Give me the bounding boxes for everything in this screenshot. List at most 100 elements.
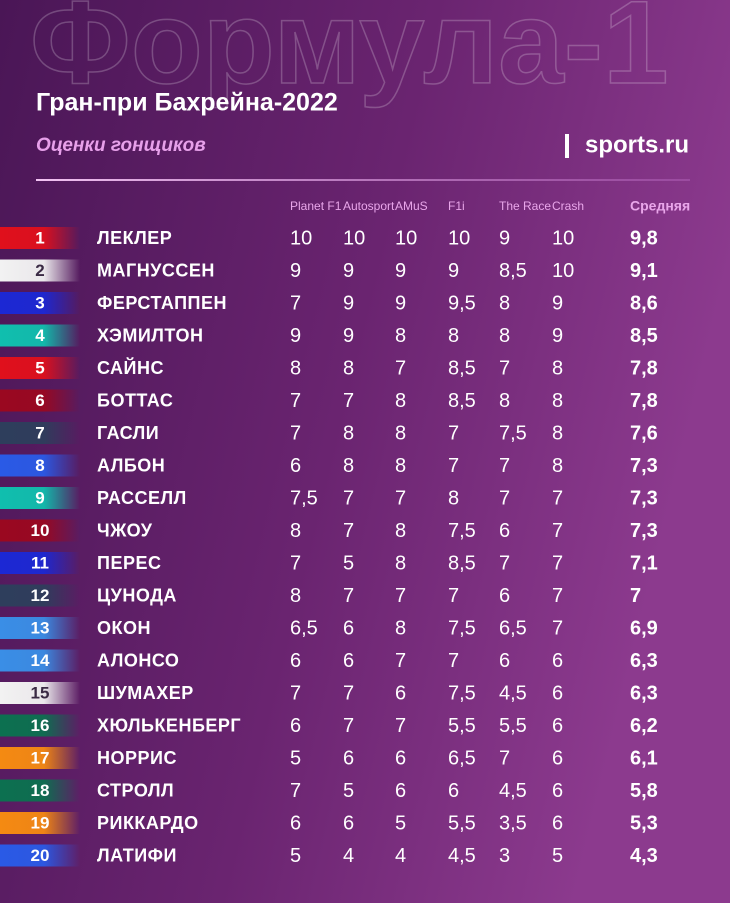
score: 5,5 xyxy=(499,715,527,737)
score: 6 xyxy=(499,520,510,542)
score: 6 xyxy=(499,650,510,672)
team-bar xyxy=(0,519,80,542)
score: 6 xyxy=(290,812,301,834)
rank: 3 xyxy=(35,293,44,312)
score: 5 xyxy=(552,845,563,867)
score: 7 xyxy=(499,487,510,509)
score: 9 xyxy=(290,325,301,347)
score: 7 xyxy=(290,780,301,802)
score: 7,5 xyxy=(448,520,476,542)
score: 8 xyxy=(552,422,563,444)
average-score: 7,6 xyxy=(630,422,658,444)
driver-name: АЛОНСО xyxy=(97,650,179,670)
team-bar xyxy=(0,454,80,477)
team-bar xyxy=(0,227,80,249)
rank: 11 xyxy=(31,553,49,572)
score: 9 xyxy=(290,260,301,282)
score: 5 xyxy=(290,845,301,867)
driver-name: ГАСЛИ xyxy=(97,423,159,443)
average-score: 5,3 xyxy=(630,812,658,834)
score: 6 xyxy=(395,682,406,704)
score: 8 xyxy=(290,357,301,379)
score: 3,5 xyxy=(499,812,527,834)
driver-name: САЙНС xyxy=(97,357,164,378)
score: 8 xyxy=(395,325,406,347)
team-bar xyxy=(0,812,80,834)
score: 8 xyxy=(552,390,563,412)
rank: 6 xyxy=(35,391,44,410)
score: 6,5 xyxy=(448,747,476,769)
score: 9 xyxy=(395,260,406,282)
rank: 9 xyxy=(35,488,44,507)
score: 5 xyxy=(343,552,354,574)
score: 7 xyxy=(343,390,354,412)
score: 6 xyxy=(290,455,301,477)
score: 7 xyxy=(499,357,510,379)
score: 9 xyxy=(552,325,563,347)
driver-name: ШУМАХЕР xyxy=(97,683,194,703)
average-score: 8,5 xyxy=(630,325,658,347)
score: 6 xyxy=(552,650,563,672)
score: 7 xyxy=(395,585,406,607)
score: 7 xyxy=(552,585,563,607)
average-score: 6,1 xyxy=(630,747,658,769)
score: 9 xyxy=(343,260,354,282)
driver-name: НОРРИС xyxy=(97,748,177,768)
score: 7 xyxy=(552,520,563,542)
team-bar xyxy=(0,422,80,444)
rank: 10 xyxy=(31,521,50,540)
driver-name: ПЕРЕС xyxy=(97,553,161,573)
average-score: 7 xyxy=(630,585,641,607)
average-score: 7,3 xyxy=(630,520,658,542)
rank: 17 xyxy=(31,748,50,767)
score: 10 xyxy=(552,227,574,249)
rank: 20 xyxy=(31,846,50,865)
team-bar xyxy=(0,714,80,737)
subtitle: Оценки гонщиков xyxy=(36,135,206,156)
average-score: 9,8 xyxy=(630,227,658,249)
driver-name: ОКОН xyxy=(97,618,151,638)
score: 8,5 xyxy=(499,260,527,282)
rank: 8 xyxy=(35,456,44,475)
team-bar xyxy=(0,552,80,574)
driver-name: ЧЖОУ xyxy=(97,520,153,540)
average-score: 7,1 xyxy=(630,552,658,574)
score: 7 xyxy=(290,390,301,412)
driver-name: ЛАТИФИ xyxy=(97,845,177,865)
score: 9 xyxy=(395,292,406,314)
score: 10 xyxy=(448,227,470,249)
average-score: 4,3 xyxy=(630,845,658,867)
score: 7 xyxy=(395,357,406,379)
average-score: 7,8 xyxy=(630,357,658,379)
score: 5 xyxy=(290,747,301,769)
rank: 12 xyxy=(31,586,50,605)
driver-name: ХЮЛЬКЕНБЕРГ xyxy=(97,715,241,735)
score: 8 xyxy=(395,455,406,477)
score: 7 xyxy=(499,747,510,769)
score: 7 xyxy=(290,422,301,444)
score: 8 xyxy=(448,487,459,509)
score: 4,5 xyxy=(499,780,527,802)
rank: 18 xyxy=(31,781,50,800)
score: 7 xyxy=(395,715,406,737)
score: 8 xyxy=(395,552,406,574)
score: 6 xyxy=(552,747,563,769)
rank: 7 xyxy=(35,423,44,442)
score: 7 xyxy=(552,552,563,574)
score: 4 xyxy=(343,845,354,867)
score: 6,5 xyxy=(499,617,527,639)
watermark: Формула-1 xyxy=(30,0,669,109)
team-bar xyxy=(0,779,80,802)
score: 8 xyxy=(552,357,563,379)
score: 7 xyxy=(552,487,563,509)
score: 10 xyxy=(290,227,312,249)
average-score: 7,3 xyxy=(630,455,658,477)
score: 6 xyxy=(395,780,406,802)
rank: 5 xyxy=(35,358,44,377)
team-bar xyxy=(0,617,80,639)
score: 8 xyxy=(290,585,301,607)
score: 6 xyxy=(395,747,406,769)
score: 7 xyxy=(343,487,354,509)
score: 8 xyxy=(499,292,510,314)
